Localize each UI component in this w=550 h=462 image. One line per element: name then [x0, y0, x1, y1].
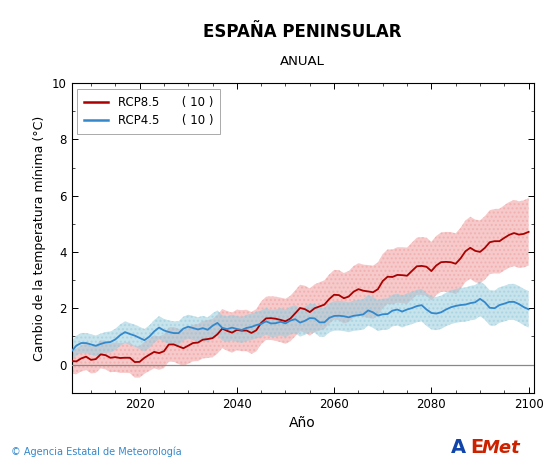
- Text: ANUAL: ANUAL: [280, 55, 325, 68]
- Text: ESPAÑA PENINSULAR: ESPAÑA PENINSULAR: [204, 23, 402, 41]
- Legend: RCP8.5      ( 10 ), RCP4.5      ( 10 ): RCP8.5 ( 10 ), RCP4.5 ( 10 ): [78, 89, 220, 134]
- Y-axis label: Cambio de la temperatura mínima (°C): Cambio de la temperatura mínima (°C): [33, 116, 46, 360]
- Text: A: A: [451, 438, 466, 457]
- Text: © Agencia Estatal de Meteorología: © Agencia Estatal de Meteorología: [11, 447, 182, 457]
- X-axis label: Año: Año: [289, 416, 316, 430]
- Text: E: E: [470, 438, 483, 457]
- Text: Met: Met: [481, 439, 520, 457]
